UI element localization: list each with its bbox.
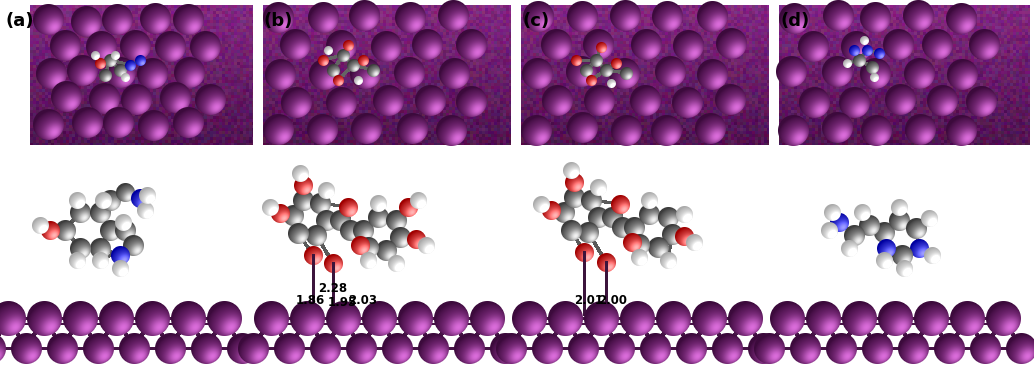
Text: 1.95: 1.95 — [328, 295, 358, 309]
Text: (a): (a) — [5, 12, 34, 30]
Text: (c): (c) — [522, 12, 549, 30]
Text: (d): (d) — [781, 12, 810, 30]
Text: 1.86: 1.86 — [296, 294, 326, 306]
Text: 2.01: 2.01 — [574, 294, 603, 306]
Text: 2.00: 2.00 — [598, 294, 627, 306]
Text: 2.03: 2.03 — [348, 294, 377, 306]
Text: 2.28: 2.28 — [318, 281, 347, 295]
Text: (b): (b) — [264, 12, 293, 30]
